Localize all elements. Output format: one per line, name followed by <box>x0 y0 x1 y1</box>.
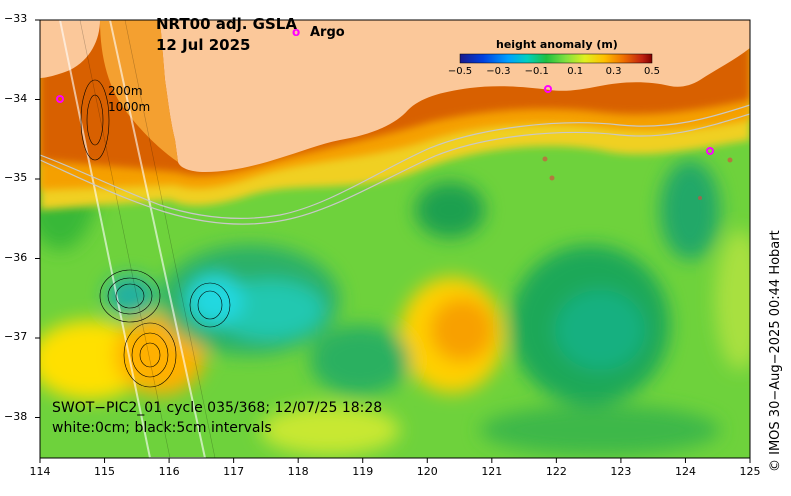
colorbar-tick-label: 0.5 <box>644 66 660 77</box>
y-tick-label: −33 <box>4 12 28 25</box>
colorbar-tick-label: 0.3 <box>605 66 622 77</box>
plot-border <box>39 19 751 459</box>
x-tick-label: 114 <box>29 465 51 478</box>
x-tick-label: 117 <box>223 465 245 478</box>
colorbar-tick-label: −0.5 <box>447 66 473 77</box>
x-tick-label: 120 <box>416 465 438 478</box>
x-tick-label: 123 <box>610 465 632 478</box>
x-tick-label: 122 <box>545 465 567 478</box>
x-tick-label: 118 <box>287 465 309 478</box>
argo-floats <box>56 85 714 155</box>
y-tick-label: −35 <box>4 171 28 184</box>
x-axis-ticks <box>39 458 751 463</box>
y-axis-ticks <box>35 19 40 418</box>
x-tick-label: 125 <box>739 465 761 478</box>
depth-label-200m: 200m <box>108 84 143 98</box>
y-tick-label: −36 <box>4 250 28 264</box>
x-tick-label: 115 <box>94 465 116 478</box>
x-tick-label: 124 <box>674 465 696 478</box>
colorbar-tick-label: −0.1 <box>524 66 549 77</box>
map-title-line2: 12 Jul 2025 <box>156 36 251 54</box>
argo-legend-label: Argo <box>310 25 345 40</box>
colorbar-title: height anomaly (m) <box>496 38 618 51</box>
map-title-line1: NRT00 adj. GSLA <box>156 15 297 33</box>
y-tick-label: −34 <box>4 91 28 105</box>
y-tick-label: −37 <box>4 330 28 343</box>
x-tick-label: 119 <box>352 465 374 478</box>
swath-caption-line1: SWOT−PIC2_01 cycle 035/368; 12/07/25 18:… <box>52 400 383 416</box>
colorbar-tick-label: 0.1 <box>567 66 584 77</box>
colorbar <box>459 53 653 64</box>
credit-text: © IMOS 30−Aug−2025 00:44 Hobart <box>768 230 783 472</box>
x-tick-label: 116 <box>158 465 180 478</box>
colorbar-tick-label: −0.3 <box>486 66 511 77</box>
x-tick-label: 121 <box>481 465 503 478</box>
swath-caption-line2: white:0cm; black:5cm intervals <box>52 420 272 436</box>
y-tick-label: −38 <box>4 409 28 423</box>
argo-legend-icon: o <box>292 25 301 39</box>
depth-label-1000m: 1000m <box>108 100 151 114</box>
